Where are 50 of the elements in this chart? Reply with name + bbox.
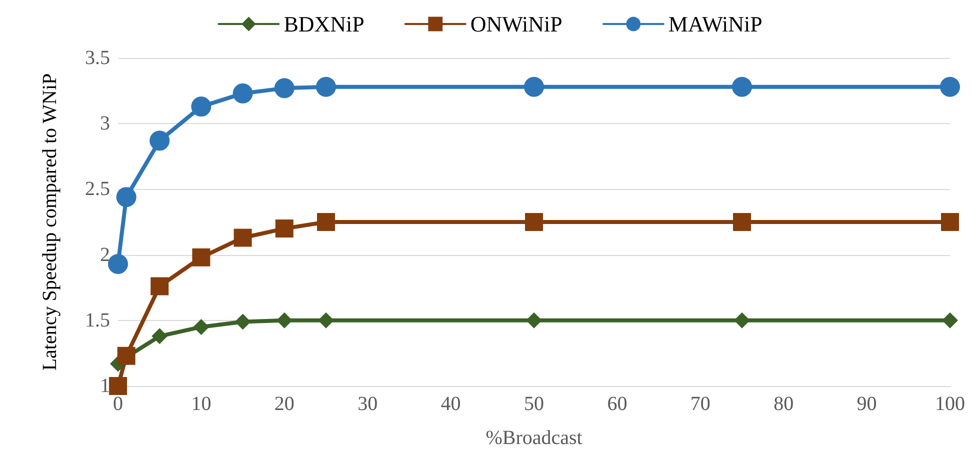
point	[940, 76, 960, 97]
point	[733, 213, 751, 231]
legend-label: BDXNiP	[284, 12, 364, 36]
x-tick-label: 80	[774, 393, 794, 415]
point	[192, 248, 210, 266]
point	[318, 312, 334, 328]
x-tick-label: 30	[358, 393, 378, 415]
point	[150, 130, 170, 151]
point	[276, 312, 292, 328]
point	[317, 213, 335, 231]
legend-label: ONWiNiP	[470, 12, 562, 36]
y-tick-label: 2.5	[85, 178, 110, 200]
x-tick-label: 60	[607, 393, 628, 415]
point	[275, 220, 294, 238]
point	[109, 377, 127, 395]
x-tick-label: 100	[935, 393, 965, 415]
point	[274, 78, 294, 98]
point	[152, 328, 168, 344]
x-tick-label: 10	[191, 393, 212, 415]
y-tick-label: 1.5	[85, 309, 110, 332]
point	[316, 76, 336, 97]
point	[234, 228, 252, 247]
point	[525, 213, 543, 231]
y-tick-label: 1	[100, 375, 110, 397]
point	[232, 83, 253, 104]
point	[734, 312, 750, 328]
point	[116, 187, 136, 208]
point	[234, 314, 251, 330]
x-tick-label: 90	[856, 393, 877, 415]
y-axis-title: Latency Speedup compared to WNiP	[39, 73, 61, 371]
point	[117, 346, 136, 365]
point	[526, 312, 542, 328]
y-tick-label: 2	[100, 244, 110, 266]
y-tick-label: 3	[100, 112, 110, 135]
point	[108, 254, 128, 274]
x-tick-label: 0	[113, 393, 123, 415]
point	[942, 312, 958, 328]
x-tick-label: 40	[440, 393, 461, 415]
point	[941, 213, 959, 231]
point	[191, 96, 212, 117]
legend-label: MAWiNiP	[668, 12, 762, 36]
x-axis-title: %Broadcast	[486, 427, 583, 449]
point	[150, 277, 169, 296]
y-tick-label: 3.5	[85, 47, 110, 69]
point	[524, 76, 544, 97]
x-tick-label: 20	[274, 393, 294, 415]
x-tick-label: 50	[524, 393, 544, 415]
x-tick-label: 70	[690, 393, 710, 415]
point	[732, 76, 752, 97]
point	[193, 318, 210, 335]
